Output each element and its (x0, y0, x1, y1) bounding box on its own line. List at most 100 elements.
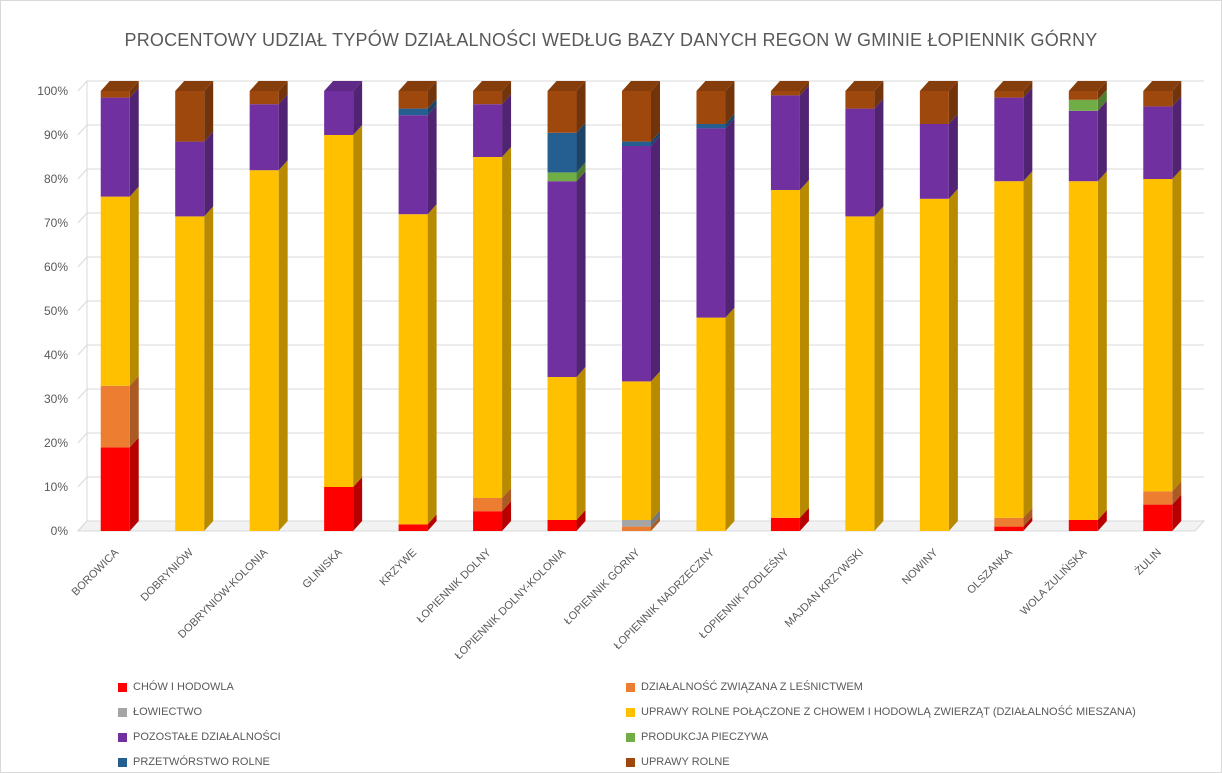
bar-segment-side (278, 160, 288, 531)
bar-segment (770, 517, 800, 531)
bar-segment-side (278, 81, 288, 105)
bar-top (249, 81, 288, 91)
bar-segment (175, 91, 205, 142)
x-tick-label: ŁOPIENNIK DOLNY (415, 546, 494, 625)
bar-segment-side (1097, 510, 1107, 531)
bar-segment-side (576, 81, 586, 133)
bar-top (547, 81, 586, 91)
bar-segment (473, 157, 503, 498)
x-tick-label: GLINISKA (300, 546, 345, 591)
bar-segment-side (1172, 481, 1182, 505)
bar-segment (398, 524, 428, 531)
bar-segment-side (427, 514, 437, 531)
bar-segment (622, 146, 651, 382)
bar-segment-side (427, 105, 437, 215)
bar-top (175, 81, 214, 91)
bar-segment (770, 190, 800, 518)
gridline-side (77, 168, 88, 180)
bar-segment (547, 520, 577, 531)
bar-segment (100, 385, 130, 448)
bar-segment-side (1097, 100, 1107, 182)
bar-segment-side (427, 98, 437, 116)
x-tick-label: NOWINY (900, 546, 941, 587)
bar-segment (1143, 504, 1173, 531)
bar-segment (622, 91, 651, 142)
bar-segment-side (651, 131, 660, 146)
bar-segment-side (1097, 81, 1107, 100)
x-tick-label: OLSZANKA (965, 546, 1015, 596)
bar-top (696, 81, 735, 91)
bar-segment (696, 128, 726, 318)
bar-segment-side (799, 180, 809, 518)
bar-top (324, 81, 363, 91)
bar-top (622, 81, 660, 91)
bar-segment (1143, 179, 1173, 492)
bar-segment (696, 124, 726, 129)
bar-top (994, 81, 1033, 91)
bar-segment-side (651, 516, 660, 531)
bar-segment-side (725, 307, 735, 531)
bar-segment-side (427, 81, 437, 109)
bar-segment-side (1023, 87, 1033, 182)
bar-segment (770, 91, 800, 96)
bar-segment-side (129, 81, 139, 98)
bar-segment-side (799, 81, 809, 96)
bar-top (770, 81, 809, 91)
bar-segment-side (651, 81, 660, 142)
x-tick-label: BOROWICA (70, 546, 122, 598)
gridline-side (77, 344, 88, 356)
bar-segment-side (874, 81, 884, 109)
bar-segment-side (502, 501, 512, 531)
x-tick-label: WOLA ŻULIŃSKA (1018, 545, 1090, 617)
bar-segment-side (948, 188, 958, 532)
gridline-side (77, 300, 88, 312)
y-tick-label: 30% (44, 392, 68, 406)
bar-segment (1068, 520, 1098, 531)
y-tick-label: 80% (44, 172, 68, 186)
bar-top (919, 81, 958, 91)
bar-segment-side (1023, 516, 1033, 531)
bar-segment-side (204, 131, 214, 217)
bar-segment-side (799, 85, 809, 190)
bar-segment-side (204, 206, 214, 531)
bar-top (398, 81, 437, 91)
bar-segment (398, 91, 428, 109)
bar-segment (175, 141, 205, 217)
bar-segment (994, 97, 1024, 182)
bar-segment-side (353, 125, 363, 487)
x-tick-label: MAJDAN KRZYWSKI (783, 547, 866, 630)
bar-segment-side (874, 98, 884, 217)
bar-segment (994, 181, 1024, 518)
y-tick-label: 40% (44, 348, 68, 362)
bar-segment-side (1172, 169, 1182, 492)
bar-segment (398, 115, 428, 215)
bar-segment-side (948, 81, 958, 124)
bar-segment-side (576, 367, 586, 520)
bar-segment (994, 517, 1024, 527)
bar-segment-side (1097, 89, 1107, 111)
x-tick-label: ŁOPIENNIK GÓRNY (561, 545, 643, 627)
bar-segment (473, 511, 503, 531)
bar-segment-side (129, 375, 139, 448)
bar-segment (100, 196, 130, 386)
bar-segment-side (1023, 507, 1033, 527)
bar-segment-side (353, 477, 363, 531)
y-tick-label: 10% (44, 480, 68, 494)
gridline-side (77, 520, 88, 532)
bar-segment (1068, 91, 1098, 100)
bar-segment (919, 124, 949, 199)
bar-segment (845, 216, 875, 531)
x-tick-label: ŻULIN (1132, 546, 1164, 578)
bar-segment (845, 91, 875, 109)
chart-title: PROCENTOWY UDZIAŁ TYPÓW DZIAŁALNOŚCI WED… (124, 30, 1098, 50)
bar-segment (100, 91, 130, 98)
y-tick-label: 100% (37, 84, 68, 98)
bar-segment (249, 170, 279, 531)
bar-segment-side (502, 81, 512, 105)
bar-top (1143, 81, 1182, 91)
bar-segment-side (129, 437, 139, 531)
bar-segment-side (799, 507, 809, 531)
bar-segment (324, 487, 354, 531)
bar-segment-side (948, 114, 958, 199)
bar-segment (994, 91, 1024, 98)
